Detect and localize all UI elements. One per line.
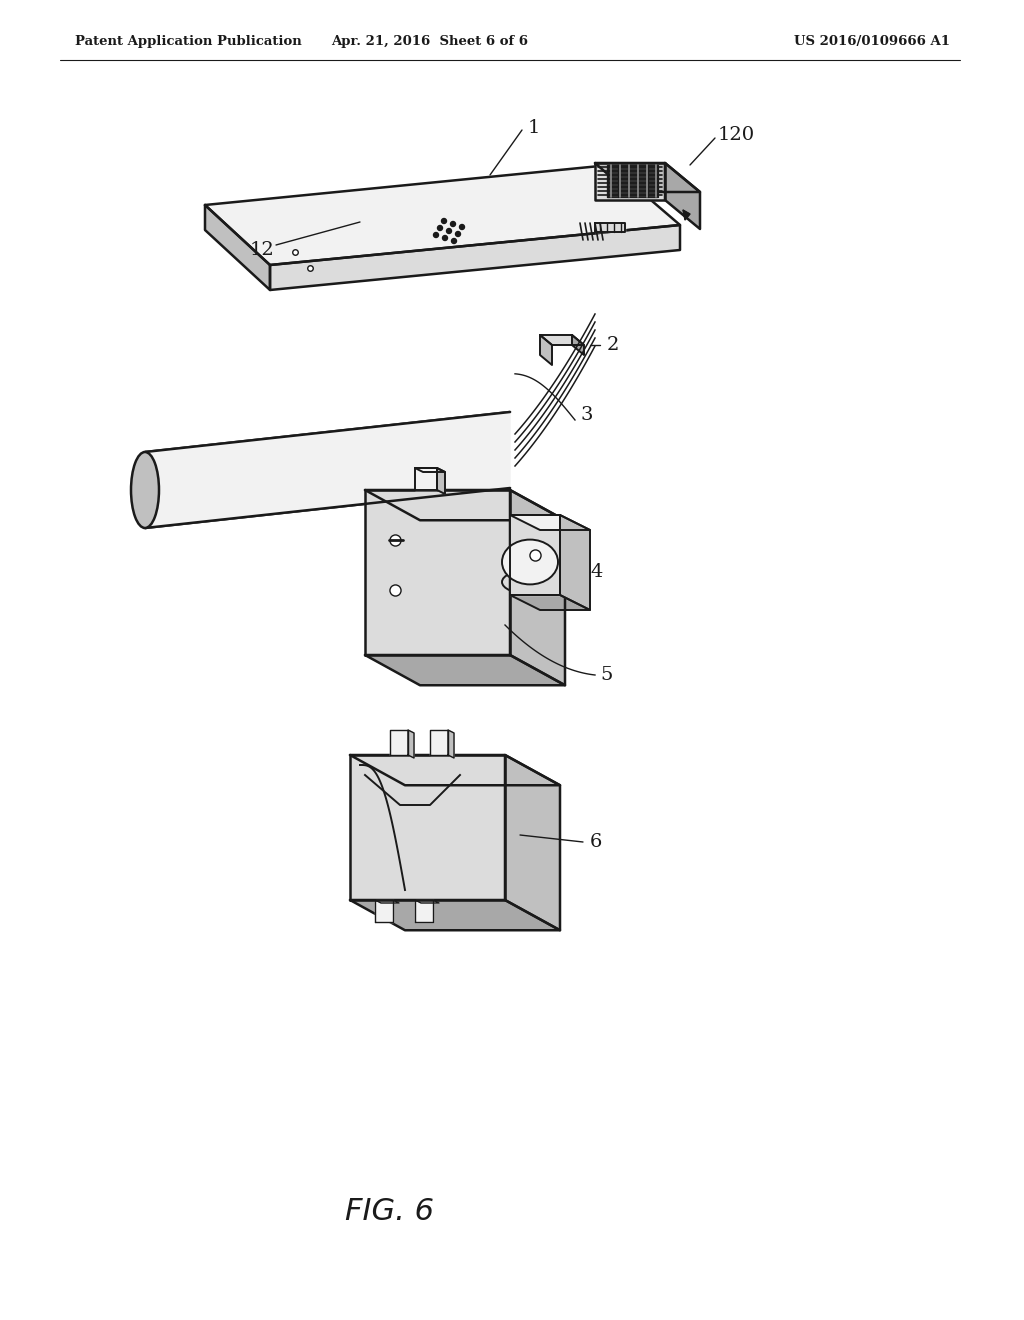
Polygon shape <box>408 730 414 758</box>
Polygon shape <box>415 469 445 473</box>
Text: 120: 120 <box>718 125 755 144</box>
Polygon shape <box>510 595 590 610</box>
Polygon shape <box>350 900 560 931</box>
Circle shape <box>452 239 457 243</box>
Polygon shape <box>375 900 393 921</box>
Polygon shape <box>375 900 399 903</box>
Text: 12: 12 <box>250 242 274 259</box>
Polygon shape <box>510 490 565 685</box>
Polygon shape <box>365 655 565 685</box>
Polygon shape <box>415 900 433 921</box>
Circle shape <box>441 219 446 223</box>
Polygon shape <box>540 335 552 366</box>
Polygon shape <box>270 224 680 290</box>
Ellipse shape <box>131 451 159 528</box>
Polygon shape <box>145 412 510 528</box>
Polygon shape <box>510 515 560 595</box>
Polygon shape <box>415 900 439 903</box>
Polygon shape <box>683 210 690 220</box>
Polygon shape <box>205 165 680 265</box>
Polygon shape <box>505 755 560 931</box>
Ellipse shape <box>502 540 558 585</box>
Text: 6: 6 <box>590 833 602 851</box>
Circle shape <box>433 232 438 238</box>
Text: FIG. 6: FIG. 6 <box>345 1197 434 1226</box>
Polygon shape <box>510 515 590 531</box>
Polygon shape <box>350 755 505 900</box>
Circle shape <box>460 224 465 230</box>
Polygon shape <box>390 730 408 755</box>
Text: 2: 2 <box>607 337 620 354</box>
Text: 4: 4 <box>590 564 602 581</box>
Text: 1: 1 <box>528 119 541 137</box>
Text: US 2016/0109666 A1: US 2016/0109666 A1 <box>794 36 950 49</box>
Polygon shape <box>560 515 590 610</box>
Polygon shape <box>205 205 270 290</box>
Ellipse shape <box>502 570 558 594</box>
Polygon shape <box>350 755 560 785</box>
Polygon shape <box>415 469 437 490</box>
Polygon shape <box>449 730 454 758</box>
Polygon shape <box>595 223 625 232</box>
Circle shape <box>442 235 447 240</box>
Text: 3: 3 <box>580 407 593 424</box>
Polygon shape <box>572 335 584 355</box>
Polygon shape <box>437 469 445 494</box>
Polygon shape <box>430 730 449 755</box>
Text: Apr. 21, 2016  Sheet 6 of 6: Apr. 21, 2016 Sheet 6 of 6 <box>332 36 528 49</box>
Polygon shape <box>607 165 657 197</box>
Text: Patent Application Publication: Patent Application Publication <box>75 36 302 49</box>
Circle shape <box>446 228 452 234</box>
Polygon shape <box>595 162 700 191</box>
Polygon shape <box>665 162 700 228</box>
Text: 5: 5 <box>600 667 612 684</box>
Polygon shape <box>365 490 565 520</box>
Polygon shape <box>595 162 665 201</box>
Polygon shape <box>540 335 584 345</box>
Polygon shape <box>365 490 510 655</box>
Circle shape <box>456 231 461 236</box>
Circle shape <box>437 226 442 231</box>
Circle shape <box>451 222 456 227</box>
